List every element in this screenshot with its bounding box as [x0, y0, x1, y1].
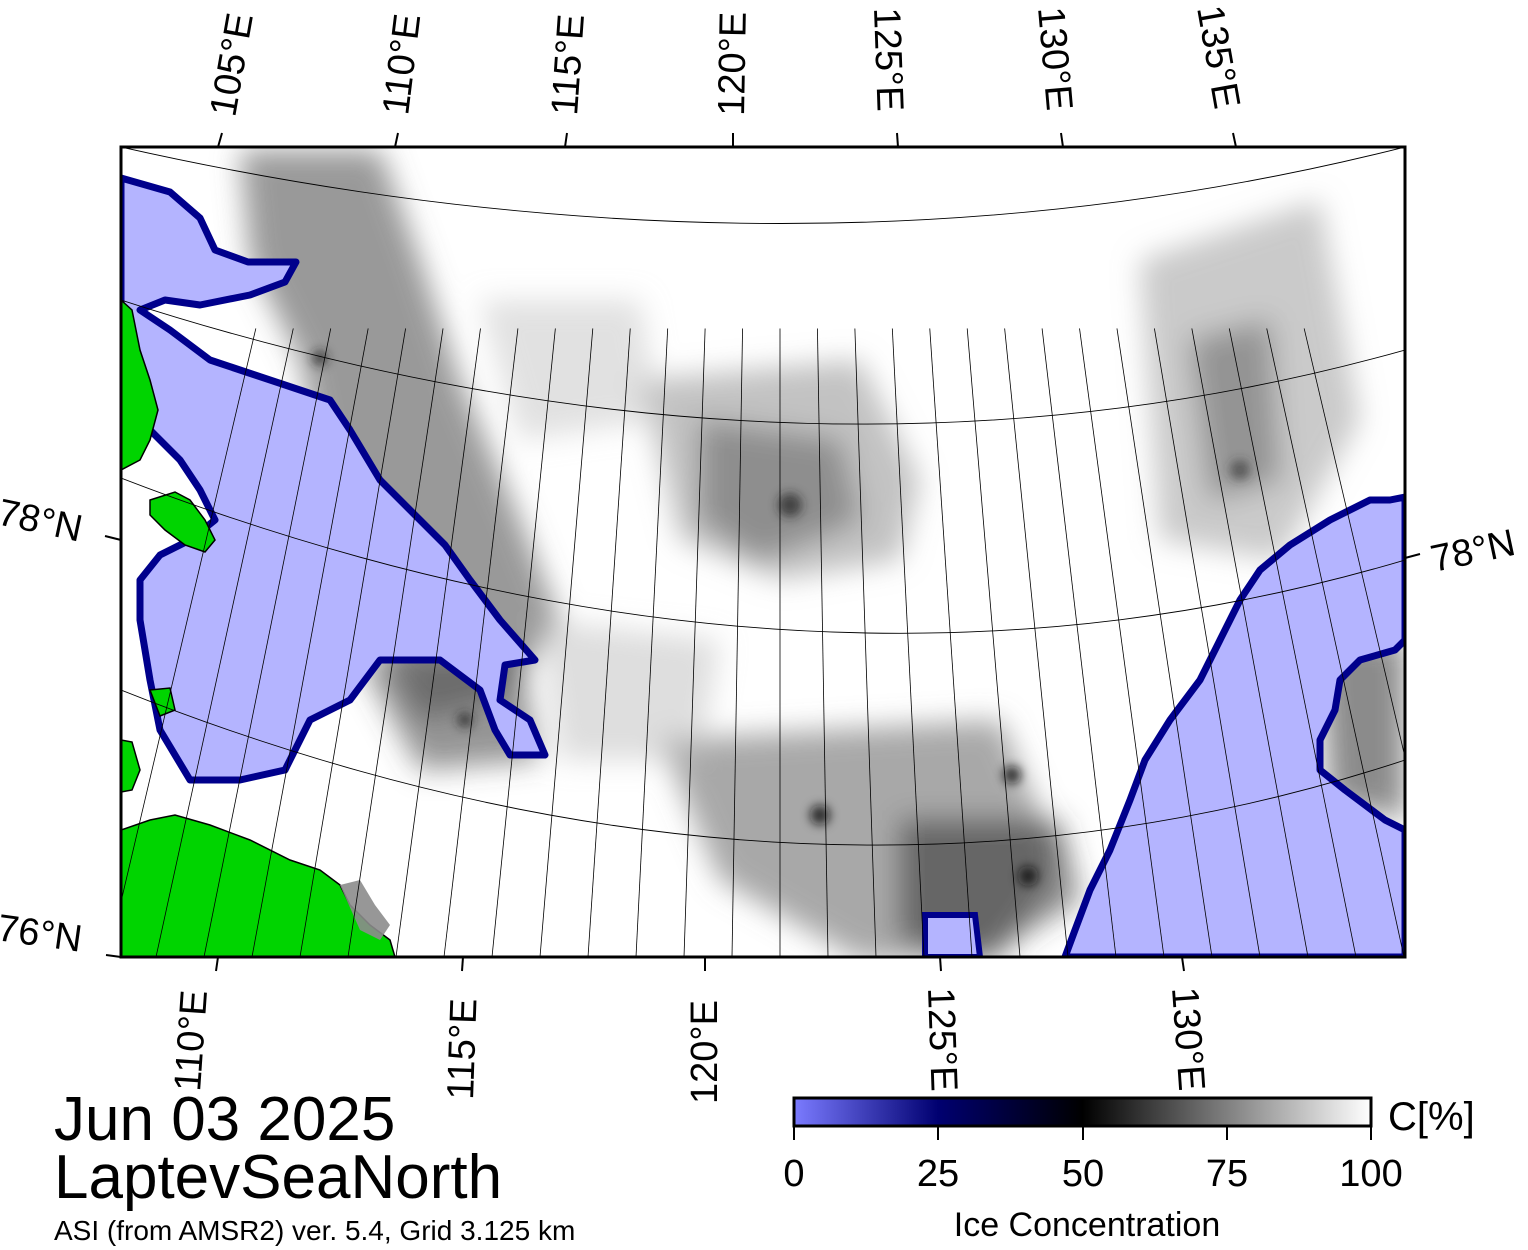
land-west-spur: [121, 739, 141, 793]
colorbar-tick-75: 75: [1206, 1153, 1248, 1195]
top-longitude-labels: 105°E 110°E 115°E 120°E 125°E 130°E 135°…: [203, 2, 1248, 119]
left-lat-label-76: 76°N: [0, 907, 85, 960]
meridian-line: [1079, 328, 1165, 957]
meridian-line: [491, 328, 556, 957]
colorbar-gradient: [792, 1096, 1373, 1128]
top-lon-label: 135°E: [1188, 2, 1247, 112]
top-lon-label: 125°E: [865, 7, 911, 112]
meridian-line: [1116, 328, 1213, 957]
region-title: LaptevSeaNorth: [54, 1143, 502, 1212]
ice-cover: [240, 150, 1405, 957]
top-lon-label: 110°E: [375, 12, 429, 117]
bottom-longitude-labels: 110°E 115°E 120°E 125°E 130°E: [167, 986, 1212, 1104]
colorbar-tick-100: 100: [1339, 1153, 1402, 1195]
title-block: Jun 03 2025 LaptevSeaNorth ASI (from AMS…: [54, 1085, 575, 1246]
land-southwest: [121, 814, 396, 957]
land-island-1: [149, 491, 216, 553]
meridian-line: [731, 328, 743, 957]
meridian-line: [155, 328, 294, 957]
meridian-line: [929, 328, 973, 957]
top-lon-label: 120°E: [711, 11, 755, 116]
colorbar: 0 25 50 75 100 C[%] Ice Concentration: [783, 1095, 1474, 1244]
meridian-line: [539, 328, 594, 957]
source-line: ASI (from AMSR2) ver. 5.4, Grid 3.125 km: [54, 1215, 575, 1246]
open-water-pocket: [922, 912, 984, 957]
top-lon-label: 130°E: [1029, 5, 1080, 112]
bottom-lon-label: 115°E: [440, 998, 486, 1101]
meridian-line: [587, 328, 631, 957]
meridian-line: [299, 328, 406, 957]
land: [121, 298, 396, 957]
meridian-line: [854, 328, 877, 957]
meridian-line: [1004, 328, 1069, 957]
colorbar-title: Ice Concentration: [954, 1206, 1221, 1244]
map-area: [121, 147, 1405, 957]
meridian-line: [443, 328, 519, 957]
top-lon-label: 115°E: [544, 13, 593, 117]
date-title: Jun 03 2025: [54, 1085, 395, 1154]
meridian-line: [817, 328, 829, 957]
meridian-line: [395, 328, 481, 957]
meridian-line: [347, 328, 444, 957]
colorbar-tick-0: 0: [783, 1153, 804, 1195]
right-lat-label-78: 78°N: [1427, 522, 1519, 581]
meridian-line: [251, 328, 369, 957]
graticule-meridians: [121, 328, 1405, 957]
meridian-line: [203, 328, 332, 957]
meridian-line: [891, 328, 925, 957]
land-island-2: [148, 687, 176, 717]
land-west-strip: [121, 298, 159, 471]
map-frame: [119, 145, 1407, 959]
colorbar-unit: C[%]: [1388, 1095, 1475, 1139]
left-lat-label-78: 78°N: [0, 492, 86, 551]
colorbar-tick-50: 50: [1062, 1153, 1104, 1195]
bottom-lon-label: 130°E: [1163, 986, 1212, 1093]
meridian-line: [635, 328, 669, 957]
meridian-line: [1041, 328, 1117, 957]
meridian-line: [1228, 328, 1357, 957]
meridian-line: [1266, 328, 1405, 957]
bottom-lon-label: 125°E: [919, 987, 965, 1092]
meridian-line: [683, 328, 706, 957]
meridian-line: [121, 328, 257, 904]
meridian-line: [1154, 328, 1261, 957]
meridian-line: [1191, 328, 1309, 957]
open-water-west: [121, 174, 549, 784]
meridian-line: [966, 328, 1021, 957]
colorbar-tick-25: 25: [917, 1153, 959, 1195]
meridian-line: [1303, 328, 1405, 759]
open-water-east: [1061, 493, 1405, 957]
graticule-parallels: [121, 147, 1405, 846]
bottom-lon-label: 120°E: [684, 1000, 726, 1104]
bottom-lon-label: 110°E: [167, 989, 216, 1093]
frame-ticks: [104, 132, 1421, 972]
top-lon-label: 105°E: [203, 10, 262, 120]
